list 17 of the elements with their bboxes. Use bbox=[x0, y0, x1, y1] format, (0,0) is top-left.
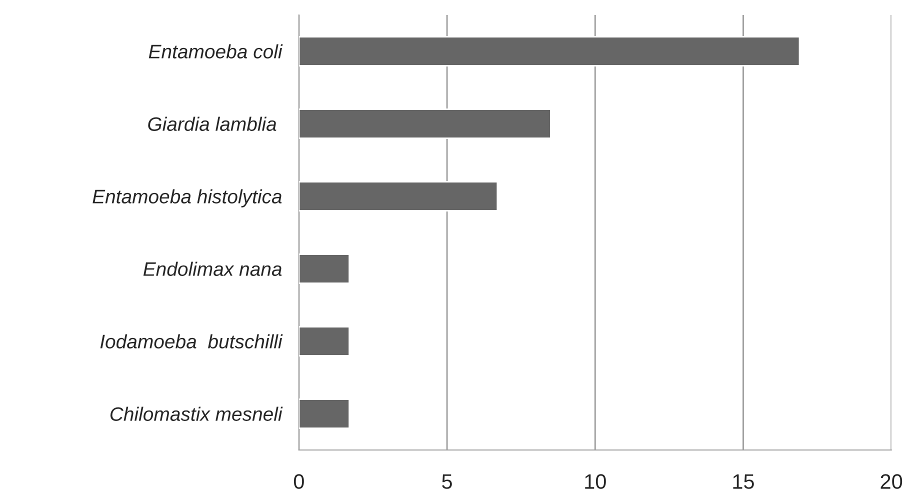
bar bbox=[298, 398, 350, 429]
bar bbox=[298, 108, 552, 139]
y-tick-label: Chilomastix mesneli bbox=[110, 406, 283, 421]
x-tick-label: 20 bbox=[880, 474, 902, 489]
x-tick-label: 5 bbox=[442, 474, 452, 489]
bar bbox=[298, 326, 350, 356]
x-tick-label: 10 bbox=[585, 474, 606, 489]
y-tick-label: Entamoeba coli bbox=[148, 44, 283, 58]
bar bbox=[298, 254, 350, 284]
y-tick-label: Iodamoeba butschilli bbox=[100, 334, 283, 348]
y-tick-label: Entamoeba histolytica bbox=[92, 189, 282, 208]
x-tick-label: 0 bbox=[294, 474, 304, 489]
bar bbox=[298, 36, 800, 66]
y-tick-label: Giardia lamblia bbox=[148, 116, 276, 131]
x-tick-label: 15 bbox=[733, 474, 754, 489]
bar bbox=[298, 181, 498, 212]
y-tick-label: Endolimax nana bbox=[143, 262, 282, 276]
